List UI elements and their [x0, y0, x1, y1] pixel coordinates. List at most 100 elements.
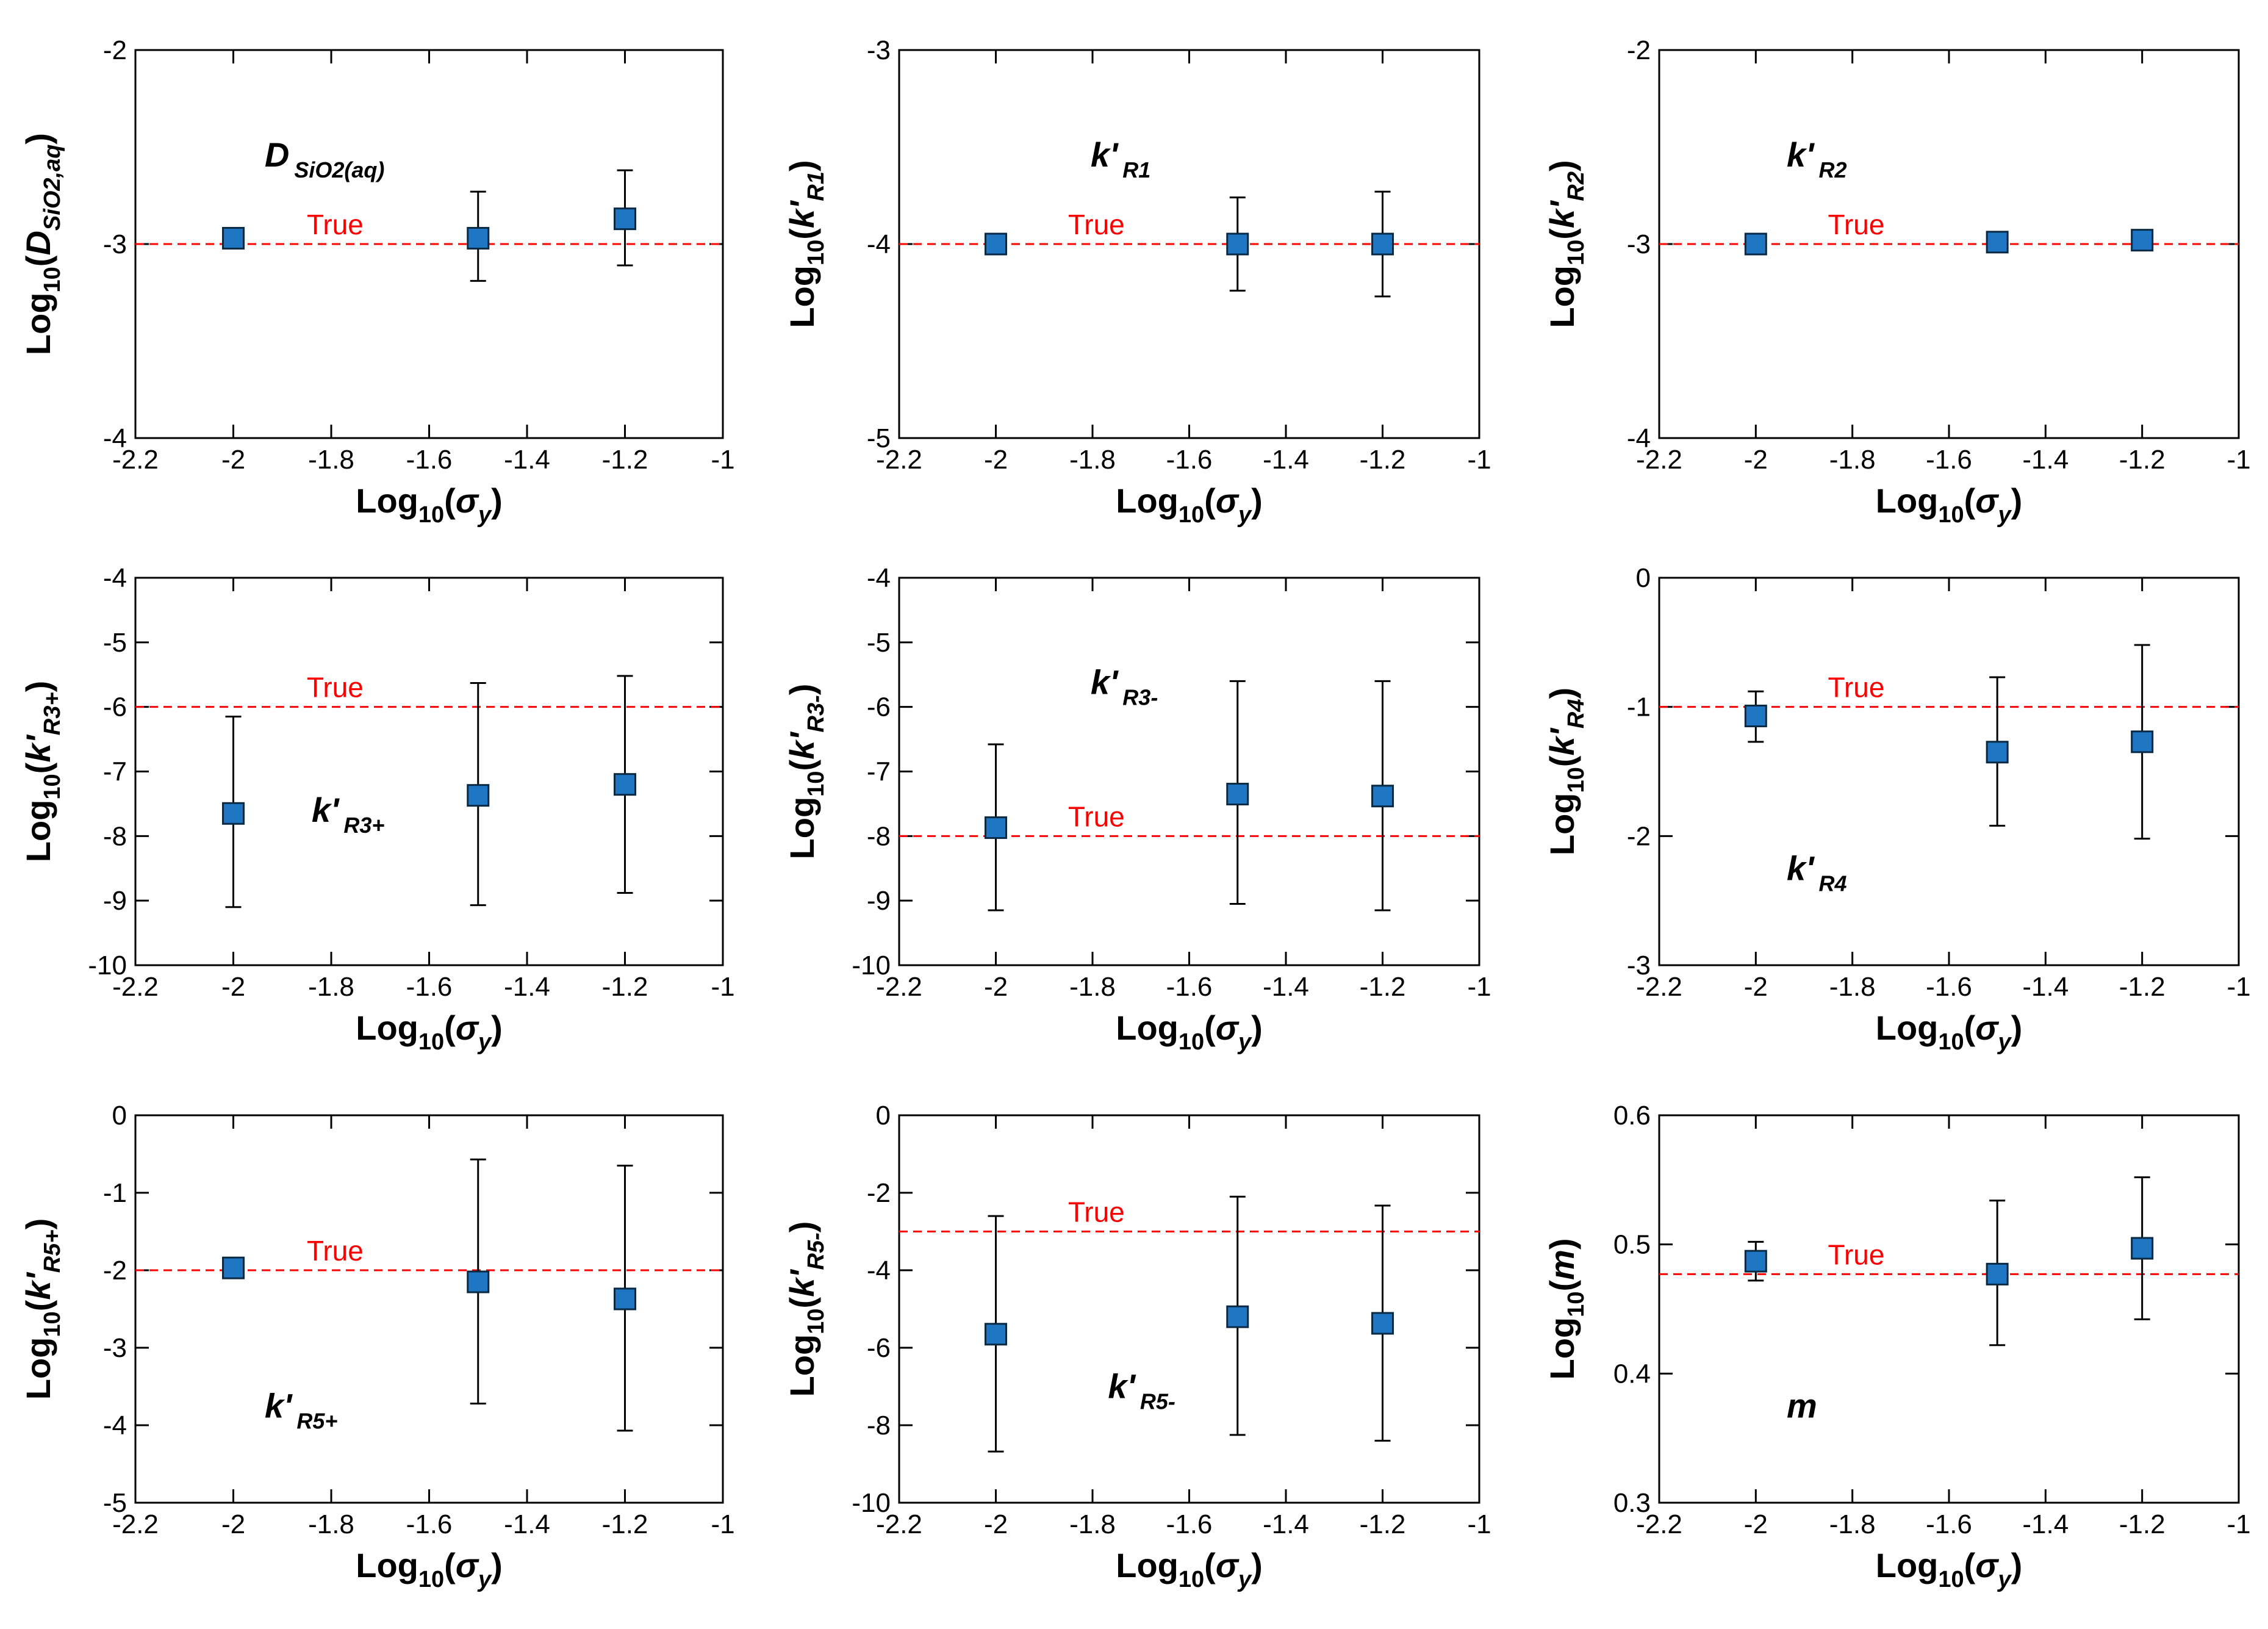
plot-5-ylabel: Log10(k'R3-)	[783, 684, 829, 860]
plot-7-xtick-label: -1	[711, 1509, 734, 1539]
plot-5-data-point	[1226, 783, 1249, 806]
plot-1-xlabel: Log10(σy)	[356, 481, 503, 528]
plot-3-data-point	[1744, 232, 1767, 256]
plot-1-xtick-label: -1	[711, 445, 734, 475]
plot-8-data-point	[1226, 1305, 1249, 1328]
plot-2-annotation: k' R1	[1091, 135, 1151, 182]
plot-1-data-point	[614, 207, 636, 231]
plot-4-frame	[134, 577, 724, 966]
plot-8-ylabel: Log10(k'R5-)	[783, 1221, 829, 1397]
plot-9-ytick-label: 0.4	[1613, 1359, 1651, 1389]
plot-3-xtick-label: -1.4	[2022, 445, 2069, 475]
plot-5-xtick-label: -1	[1467, 972, 1491, 1002]
plot-8-xtick-label: -1.6	[1166, 1509, 1213, 1539]
plot-8-ytick-label: -6	[867, 1333, 891, 1363]
plot-2-true-label: True	[1068, 209, 1125, 240]
plot-9-xtick-label: -1.4	[2022, 1509, 2069, 1539]
plot-6-xlabel: Log10(σy)	[1876, 1009, 2023, 1055]
plot-8-data-point	[1371, 1312, 1394, 1335]
plot-3-data-point	[1986, 231, 2009, 254]
plot-1: -2.2 -2 -1.8 -1.6 -1.4 -1.2 -1 -4 -3 -2 True Log10(…	[19, 35, 735, 528]
plot-5-xtick-label: -1.2	[1360, 972, 1406, 1002]
plot-5-data-point	[1371, 785, 1394, 808]
plot-9-data-point	[1986, 1262, 2009, 1286]
plot-1-xtick-label: -1.8	[308, 445, 354, 475]
plot-9-ytick-label: 0.3	[1613, 1488, 1651, 1518]
plot-3-data-point	[2131, 229, 2154, 252]
plot-1-xtick-label: -1.4	[504, 445, 550, 475]
plot-4-data-point	[222, 802, 245, 825]
plot-8-xtick-label: -1.2	[1360, 1509, 1406, 1539]
plot-5-frame	[898, 577, 1480, 966]
plot-6-xtick-label: -2.2	[1636, 972, 1682, 1002]
plot-2-xtick-label: -1.8	[1069, 445, 1116, 475]
plot-1-ylabel: Log10(DSiO2,aq)	[19, 133, 65, 355]
plot-3-xtick-label: -1.8	[1829, 445, 1876, 475]
plot-1-xtick-label: -2.2	[112, 445, 159, 475]
plot-2-ytick-label: -4	[867, 229, 891, 259]
plot-3: -2.2 -2 -1.8 -1.6 -1.4 -1.2 -1 -4 -3 -2 True Log10(…	[1543, 35, 2251, 528]
plot-3-ytick-label: -2	[1627, 35, 1651, 65]
plot-6-ytick-label: 0	[1636, 563, 1651, 593]
plot-6-xtick-label: -1.8	[1829, 972, 1876, 1002]
plot-9-ytick-label: 0.6	[1613, 1101, 1651, 1131]
plot-4-ytick-label: -6	[103, 692, 127, 722]
plot-4-xlabel: Log10(σy)	[356, 1009, 503, 1055]
plot-4-annotation: k' R3+	[312, 791, 385, 838]
plot-5-ytick-label: -9	[867, 886, 891, 916]
plot-7-data-point	[614, 1287, 636, 1311]
plot-6-xtick-label: -1	[2227, 972, 2250, 1002]
plot-2-xlabel: Log10(σy)	[1116, 481, 1263, 528]
plot-9-xtick-label: -1	[2227, 1509, 2250, 1539]
plot-1-data-point	[467, 226, 490, 250]
plot-8-ytick-label: -4	[867, 1256, 891, 1286]
plot-4-data-point	[614, 773, 636, 796]
plot-5-true-label: True	[1068, 800, 1125, 832]
plot-1-xtick-label: -2	[221, 445, 245, 475]
plot-5-data-point	[985, 816, 1007, 840]
plot-2-ylabel: Log10(k'R1)	[783, 160, 829, 328]
plot-8-xtick-label: -2	[984, 1509, 1008, 1539]
plot-8-true-label: True	[1068, 1196, 1125, 1228]
plot-3-ytick-label: -4	[1627, 423, 1651, 453]
plot-4-xtick-label: -1.4	[504, 972, 550, 1002]
plot-3-xtick-label: -2	[1744, 445, 1768, 475]
plot-2-xtick-label: -1.6	[1166, 445, 1213, 475]
plot-5-xtick-label: -1.4	[1263, 972, 1309, 1002]
plot-7-xtick-label: -1.8	[308, 1509, 354, 1539]
plot-9-data-point	[1744, 1250, 1767, 1273]
plot-4-xtick-label: -2.2	[112, 972, 159, 1002]
plot-6-true-label: True	[1828, 672, 1885, 703]
plot-4-ytick-label: -10	[88, 951, 127, 980]
plot-2-xtick-label: -1.2	[1360, 445, 1406, 475]
plot-9-xtick-label: -1.8	[1829, 1509, 1876, 1539]
plot-4-data-point	[467, 784, 490, 807]
plot-6: -2.2 -2 -1.8 -1.6 -1.4 -1.2 -1 -3 -2 -1 0 True Log10…	[1543, 563, 2251, 1055]
plot-2-xtick-label: -2	[984, 445, 1008, 475]
plot-9-xtick-label: -2	[1744, 1509, 1768, 1539]
plot-5-xtick-label: -1.8	[1069, 972, 1116, 1002]
plot-6-ytick-label: -1	[1627, 692, 1651, 722]
plot-9-true-label: True	[1828, 1239, 1885, 1270]
plot-3-true-label: True	[1828, 209, 1885, 240]
plot-6-ylabel: Log10(k'R4)	[1543, 688, 1589, 855]
plot-8-xlabel: Log10(σy)	[1116, 1546, 1263, 1592]
plot-2-data-point	[1226, 232, 1249, 256]
plot-4-true-label: True	[307, 672, 364, 703]
plot-4-xtick-label: -1.2	[602, 972, 648, 1002]
plot-6-xtick-label: -2	[1744, 972, 1768, 1002]
plot-9-frame	[1658, 1114, 2240, 1504]
plot-1-true-label: True	[307, 209, 364, 240]
plot-4-xtick-label: -2	[221, 972, 245, 1002]
plot-9-annotation: m	[1787, 1386, 1817, 1425]
plot-4-ytick-label: -9	[103, 886, 127, 916]
plot-7-ytick-label: -3	[103, 1333, 127, 1363]
plot-8-ytick-label: 0	[876, 1101, 891, 1131]
plot-2-data-point	[1371, 232, 1394, 256]
plot-3-xtick-label: -1.6	[1926, 445, 1972, 475]
plot-4-ylabel: Log10(k'R3+)	[19, 681, 65, 862]
plot-8-xtick-label: -2.2	[876, 1509, 922, 1539]
plot-1-data-point	[222, 226, 245, 250]
plot-5-xtick-label: -1.6	[1166, 972, 1213, 1002]
